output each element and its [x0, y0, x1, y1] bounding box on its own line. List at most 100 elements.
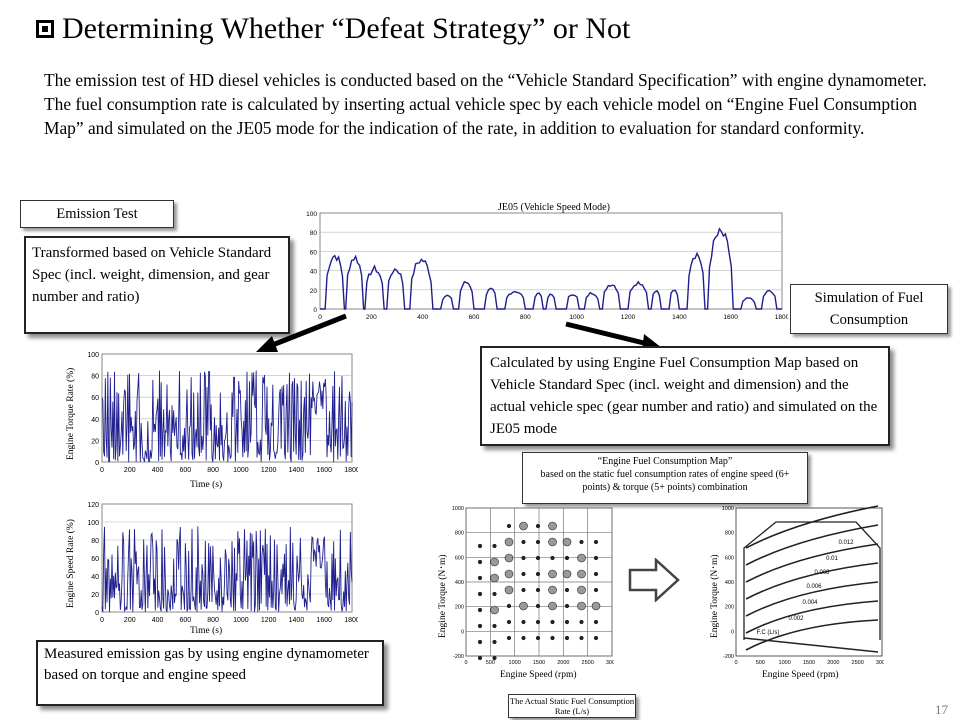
map-point — [577, 585, 586, 595]
map-point — [490, 605, 499, 615]
x-tick-label: 800 — [207, 467, 219, 474]
map-point — [550, 619, 555, 625]
map-point — [504, 537, 514, 547]
y-tick-label: 100 — [87, 520, 99, 527]
torque-curve — [743, 521, 881, 640]
y-tick-label: 600 — [725, 555, 734, 561]
map-desc: based on the static fuel consumption rat… — [540, 469, 790, 493]
map-point — [490, 573, 499, 583]
contour-label: 0.004 — [802, 600, 818, 606]
map-point — [492, 639, 497, 645]
map-point — [550, 555, 555, 561]
map-point — [506, 603, 512, 609]
x-tick-label: 1600 — [316, 617, 332, 624]
y-tick-label: -200 — [723, 654, 734, 660]
y-tick-label: 0 — [731, 629, 734, 635]
y-tick-label: 0 — [313, 307, 317, 314]
map-point — [535, 555, 541, 561]
y-tick-label: 400 — [455, 580, 464, 586]
page-title: Determining Whether “Defeat Strategy” or… — [62, 12, 631, 45]
map-point — [477, 623, 483, 629]
x-tick-label: 1600 — [723, 314, 738, 321]
map-point — [535, 539, 541, 545]
map-point — [564, 619, 570, 625]
x-tick-label: 200 — [124, 617, 136, 624]
map-point — [521, 571, 526, 577]
map-point — [593, 539, 599, 545]
x-tick-label: 1400 — [289, 617, 305, 624]
y-tick-label: 600 — [455, 555, 464, 561]
contour-label: 0.008 — [814, 570, 830, 576]
y-tick-label: 800 — [455, 531, 464, 537]
x-tick-label: 800 — [207, 617, 219, 624]
map-point — [477, 543, 483, 549]
x-tick-label: 1200 — [261, 467, 277, 474]
map-point — [492, 655, 497, 661]
x-tick-label: 0 — [464, 660, 467, 666]
x-tick-label: 400 — [152, 467, 164, 474]
map-point — [548, 521, 557, 531]
arrow-left-line — [269, 313, 347, 349]
x-tick-label: 400 — [417, 314, 428, 321]
y-tick-label: 1000 — [452, 506, 464, 512]
y-tick-label: 100 — [87, 352, 99, 359]
y-tick-label: 20 — [310, 288, 318, 295]
map-point — [593, 587, 599, 593]
map-point — [521, 587, 526, 593]
map-point — [477, 591, 483, 597]
map-point — [593, 571, 599, 577]
x-tick-label: 600 — [179, 617, 191, 624]
y-tick-label: 200 — [725, 605, 734, 611]
map-point — [548, 601, 557, 611]
y-tick-label: 200 — [455, 605, 464, 611]
y-tick-label: 400 — [725, 580, 734, 586]
map-point — [564, 555, 570, 561]
measured-note: Measured emission gas by using engine dy… — [36, 640, 384, 706]
contour-line — [745, 543, 879, 583]
simulation-label: Simulation of Fuel Consumption — [790, 284, 948, 334]
map-point — [521, 619, 526, 625]
page-number: 17 — [935, 702, 948, 717]
map-point — [519, 601, 528, 611]
contour-line — [745, 619, 879, 651]
contour-label: F.C (L/s) — [757, 630, 780, 636]
x-tick-label: 1000 — [569, 314, 584, 321]
map-point — [593, 619, 599, 625]
map-point — [535, 523, 541, 529]
map-point — [506, 523, 512, 529]
map-point — [577, 569, 586, 579]
x-tick-label: 1800 — [775, 314, 788, 321]
torque-trace — [101, 370, 353, 463]
x-tick-label: 1800 — [344, 467, 358, 474]
map-point — [506, 635, 512, 641]
map-point — [579, 539, 584, 545]
speed-chart-xlabel: Time (s) — [190, 626, 223, 636]
contour-label: 0.002 — [788, 616, 804, 622]
map-point — [548, 537, 557, 547]
y-tick-label: 1000 — [722, 506, 734, 512]
transform-arrow-icon — [628, 558, 680, 602]
speedc-trace — [101, 526, 353, 613]
map-point — [492, 591, 497, 597]
map-point — [492, 623, 497, 629]
x-tick-label: 1000 — [233, 467, 249, 474]
map-point — [477, 639, 483, 645]
y-tick-label: 40 — [310, 269, 318, 276]
y-tick-label: 40 — [91, 574, 99, 581]
y-tick-label: 120 — [87, 502, 99, 509]
x-tick-label: 0 — [318, 314, 322, 321]
zero-torque-line — [743, 637, 879, 653]
y-tick-label: -200 — [453, 654, 464, 660]
intro-paragraph: The emission test of HD diesel vehicles … — [44, 70, 927, 138]
map-point — [504, 585, 514, 595]
static-rate-label: The Actual Static Fuel Consumption Rate … — [508, 694, 636, 718]
contour-line — [745, 562, 879, 600]
x-tick-label: 0 — [734, 660, 737, 666]
map-point — [593, 555, 599, 561]
map-description-box: “Engine Fuel Consumption Map” based on t… — [522, 452, 808, 504]
x-tick-label: 2000 — [827, 660, 839, 666]
y-tick-label: 60 — [310, 249, 318, 256]
x-tick-label: 1500 — [533, 660, 545, 666]
emission-test-label: Emission Test — [20, 200, 174, 228]
